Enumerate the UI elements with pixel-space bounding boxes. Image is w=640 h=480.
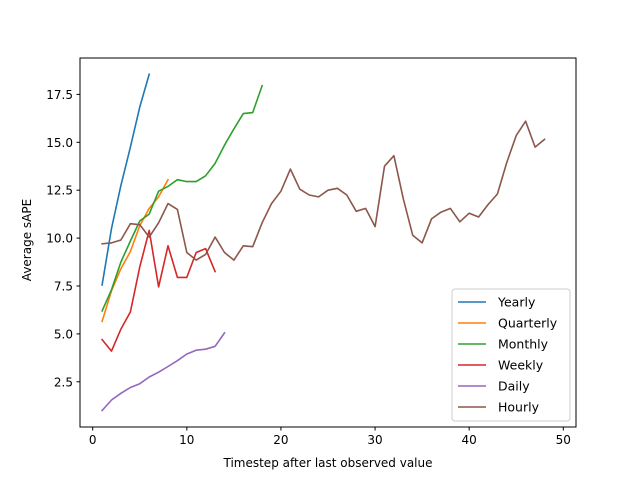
legend-box [451, 288, 571, 422]
x-tick-label: 20 [273, 433, 288, 447]
x-tick-label: 40 [462, 433, 477, 447]
x-axis: 0 10 20 30 40 50 [89, 427, 571, 447]
x-tick-label: 10 [179, 433, 194, 447]
y-axis: 2.5 5.0 7.5 10.0 12.5 15.0 17.5 [46, 88, 80, 389]
y-axis-title: Average sAPE [20, 199, 34, 281]
plot-series-group [100, 73, 546, 412]
y-tick-label: 17.5 [46, 88, 73, 102]
y-tick-label: 5.0 [54, 327, 73, 341]
plot-frame [79, 57, 577, 428]
series-line-yearly [101, 73, 151, 286]
series-line-daily [100, 331, 226, 412]
x-tick-label: 50 [556, 433, 571, 447]
y-tick-label: 10.0 [46, 232, 73, 246]
legend-label-quarterly: Quarterly [498, 316, 558, 331]
series-line-monthly [101, 84, 264, 312]
x-tick-label: 30 [367, 433, 382, 447]
legend-label-daily: Daily [498, 379, 530, 394]
series-line-hourly [101, 120, 546, 261]
x-tick-label: 0 [89, 433, 97, 447]
y-tick-label: 2.5 [54, 375, 73, 389]
legend-label-hourly: Hourly [498, 400, 540, 415]
legend-label-yearly: Yearly [497, 295, 536, 310]
series-line-weekly [100, 229, 217, 352]
y-tick-label: 7.5 [54, 279, 73, 293]
legend-label-weekly: Weekly [498, 358, 544, 373]
y-tick-label: 12.5 [46, 184, 73, 198]
legend-label-monthly: Monthly [498, 337, 549, 352]
y-tick-label: 15.0 [46, 136, 73, 150]
x-axis-title: Timestep after last observed value [222, 456, 432, 470]
legend: Yearly Quarterly Monthly Weekly Daily Hourly [451, 288, 571, 422]
